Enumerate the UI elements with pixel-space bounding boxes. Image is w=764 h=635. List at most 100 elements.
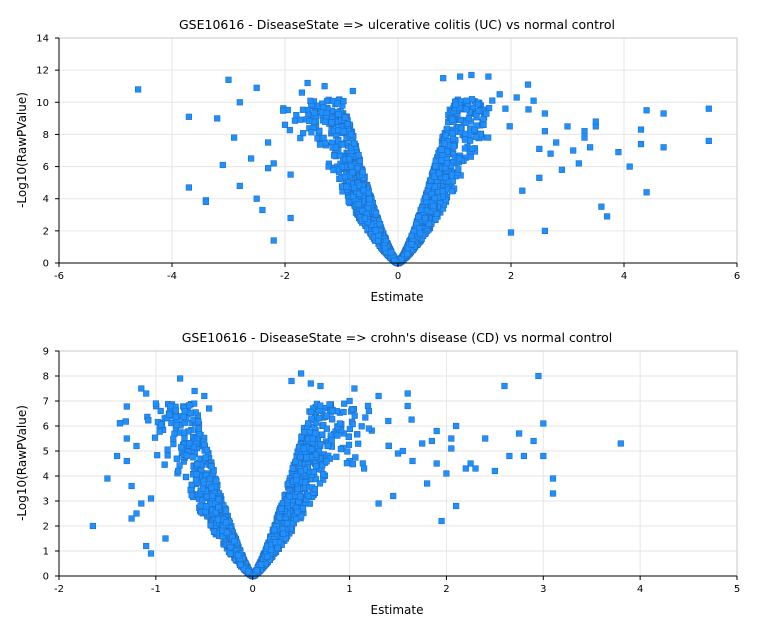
data-point [213, 478, 219, 484]
data-point [531, 98, 537, 104]
data-point [469, 146, 475, 152]
data-point [490, 98, 496, 104]
data-point [341, 129, 347, 135]
grid-cd [59, 351, 737, 576]
chart-uc-vs-control: GSE10616 - DiseaseState => ulcerative co… [15, 17, 740, 304]
data-point [204, 447, 210, 453]
data-point [203, 455, 209, 461]
data-point [298, 135, 304, 141]
data-point [706, 138, 712, 144]
data-point [367, 197, 373, 203]
data-point [570, 148, 576, 154]
data-point [462, 146, 468, 152]
data-point [265, 165, 271, 171]
data-point [486, 105, 492, 111]
x-tick-label: -6 [54, 271, 64, 282]
data-point [346, 199, 352, 205]
data-point [271, 161, 277, 167]
data-point [194, 461, 200, 467]
data-point [271, 238, 277, 244]
data-point [346, 442, 352, 448]
data-point [361, 187, 367, 193]
data-point [449, 188, 455, 194]
x-tick-label: -4 [167, 271, 177, 282]
data-point [214, 116, 220, 122]
data-point [188, 410, 194, 416]
data-point [467, 138, 473, 144]
data-point [439, 147, 445, 153]
data-point [604, 214, 610, 220]
data-point [418, 207, 424, 213]
data-point [644, 190, 650, 196]
data-point [497, 92, 503, 98]
data-point [456, 167, 462, 173]
data-point [481, 122, 487, 128]
data-point [293, 516, 299, 522]
data-point [520, 188, 526, 194]
data-point [464, 107, 470, 113]
data-point [292, 118, 298, 124]
data-point [537, 175, 543, 181]
data-point [436, 171, 442, 177]
data-point [434, 211, 440, 217]
data-point [341, 409, 347, 415]
data-point [486, 74, 492, 80]
data-point [638, 127, 644, 133]
data-point [453, 102, 459, 108]
x-tick-label: 2 [508, 271, 514, 282]
data-point [484, 111, 490, 117]
data-point [182, 435, 188, 441]
data-point [310, 436, 316, 442]
data-point [294, 112, 300, 118]
data-point [228, 551, 234, 557]
chart-title-cd: GSE10616 - DiseaseState => crohn's disea… [182, 330, 613, 345]
data-point [280, 108, 286, 114]
data-point [350, 461, 356, 467]
data-point [308, 98, 314, 104]
data-point [431, 203, 437, 209]
data-point [309, 447, 315, 453]
data-point [458, 125, 464, 131]
data-point [449, 172, 455, 178]
data-point [316, 415, 322, 421]
data-point [469, 72, 475, 78]
data-point [443, 133, 449, 139]
data-point [343, 115, 349, 121]
data-point [565, 124, 571, 130]
data-point [450, 136, 456, 142]
data-point [231, 135, 237, 141]
x-tick-label: -2 [280, 271, 290, 282]
data-point [360, 169, 366, 175]
y-tick-label: 4 [43, 194, 49, 205]
data-point [373, 228, 379, 234]
data-point [507, 124, 513, 130]
data-point [288, 215, 294, 221]
data-point [341, 401, 347, 407]
data-point [322, 83, 328, 89]
data-point [265, 140, 271, 146]
data-point [322, 119, 328, 125]
data-point [288, 172, 294, 178]
data-point [305, 80, 311, 86]
data-point [254, 196, 260, 202]
y-tick-label: 6 [43, 162, 49, 173]
data-point [287, 127, 293, 133]
data-point [196, 426, 202, 432]
data-point [333, 145, 339, 151]
y-tick-label: 2 [43, 226, 49, 237]
data-point [350, 88, 356, 94]
data-point [208, 522, 214, 528]
data-point [352, 413, 358, 419]
data-point [335, 433, 341, 439]
y-tick-label: 10 [36, 98, 49, 109]
data-point [313, 431, 319, 437]
data-point [311, 469, 317, 475]
data-point [582, 135, 588, 141]
data-point [321, 105, 327, 111]
data-point [300, 506, 306, 512]
data-point [466, 116, 472, 122]
data-point [582, 128, 588, 134]
data-point [260, 207, 266, 213]
data-point [548, 151, 554, 157]
data-point [165, 453, 171, 459]
